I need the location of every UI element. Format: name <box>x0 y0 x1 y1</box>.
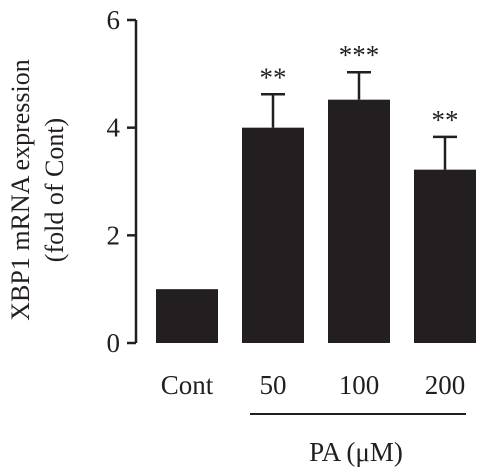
y-tick-label: 2 <box>107 220 121 250</box>
pa-group-label: PA (μM) <box>309 437 403 467</box>
labels: Cont 50 ** 100 *** 200 ** <box>161 40 466 400</box>
x-category-label: Cont <box>161 370 214 400</box>
y-axis-title-line2: (fold of Cont) <box>40 118 69 262</box>
bars <box>156 70 476 344</box>
y-axis-title-line1: XBP1 mRNA expression <box>6 59 35 320</box>
y-tick-label: 6 <box>107 5 121 35</box>
bar-50 <box>242 127 304 344</box>
bar-200 <box>414 169 476 343</box>
y-tick-label: 0 <box>107 328 121 358</box>
x-category-label: 100 <box>339 370 380 400</box>
significance-marker: ** <box>260 62 287 92</box>
bar-Cont <box>156 289 218 343</box>
bar-100 <box>328 99 390 343</box>
significance-marker: ** <box>432 105 459 135</box>
y-tick-label: 4 <box>107 113 121 143</box>
x-category-label: 50 <box>260 370 287 400</box>
y-ticks: 0 2 4 6 <box>107 5 136 358</box>
significance-marker: *** <box>339 40 380 70</box>
x-category-label: 200 <box>425 370 466 400</box>
